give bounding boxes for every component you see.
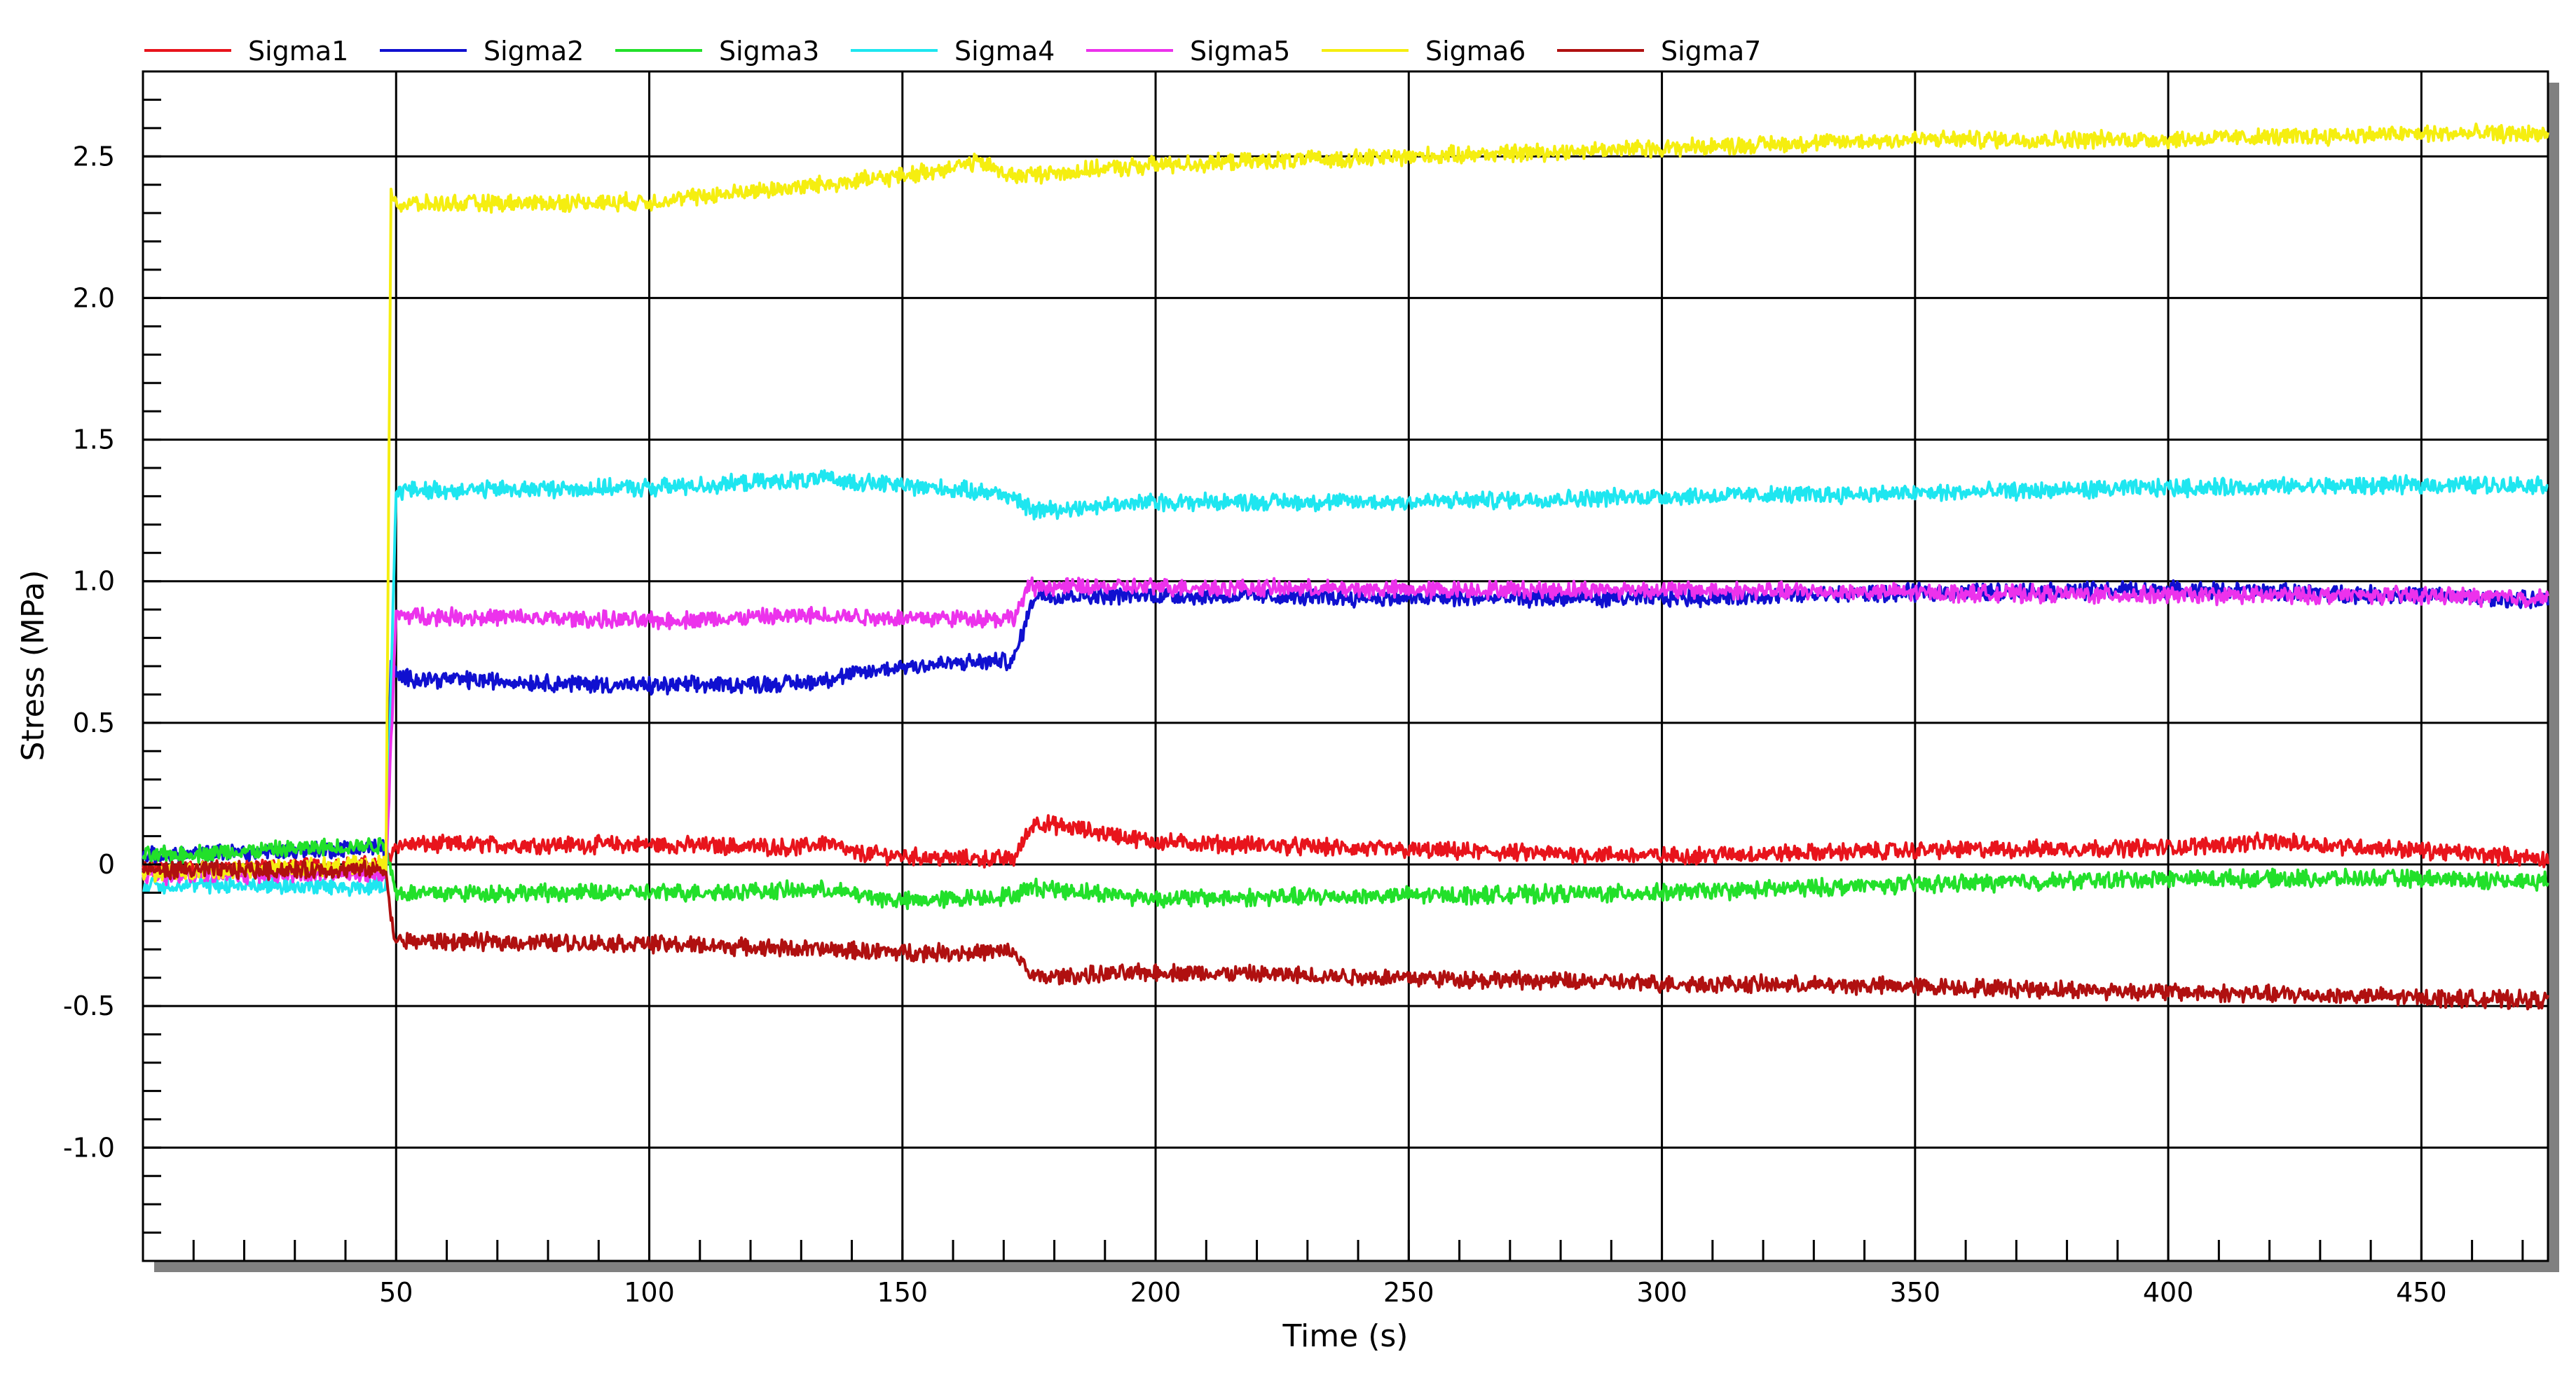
y-tick-label: 0.5 [73,708,115,738]
legend-label-sigma2: Sigma2 [484,36,584,67]
x-tick-label: 100 [624,1277,675,1308]
legend-label-sigma5: Sigma5 [1190,36,1290,67]
legend-label-sigma6: Sigma6 [1425,36,1526,67]
x-tick-label: 450 [2396,1277,2447,1308]
x-tick-label: 150 [877,1277,929,1308]
x-tick-label: 50 [379,1277,413,1308]
series-line-sigma4 [142,469,2549,897]
series-line-sigma7 [142,860,2549,1011]
y-tick-label: 2.5 [73,141,115,172]
series-line-sigma5 [142,576,2549,886]
x-tick-label: 400 [2143,1277,2194,1308]
legend-label-sigma7: Sigma7 [1661,36,1761,67]
y-tick-label: 0 [98,849,115,880]
x-tick-label: 200 [1130,1277,1181,1308]
tick-labels: 50 100 150 200 250 300 350 400 450 -1.0 -0.5 0 0.5 1.… [63,141,2447,1308]
x-tick-label: 350 [1890,1277,1941,1308]
y-tick-label: -0.5 [63,991,115,1021]
y-tick-label: 2.0 [73,282,115,313]
y-tick-label: 1.0 [73,566,115,597]
series-layer [142,122,2549,1011]
series-line-sigma6 [142,122,2549,883]
x-axis-label: Time (s) [1282,1318,1409,1354]
ticks [143,70,2524,1262]
x-tick-label: 300 [1636,1277,1687,1308]
plot-area [142,70,2549,1262]
legend-label-sigma1: Sigma1 [248,36,348,67]
y-tick-label: 1.5 [73,425,115,455]
series-line-sigma3 [142,836,2549,911]
legend-label-sigma4: Sigma4 [954,36,1055,67]
legend-label-sigma3: Sigma3 [719,36,819,67]
x-tick-label: 250 [1383,1277,1434,1308]
series-line-sigma1 [142,814,2549,878]
y-axis-label: Stress (MPa) [15,570,51,761]
series-line-sigma2 [142,579,2549,866]
legend: Sigma1 Sigma2 Sigma3 Sigma4 Sigma5 Sigma6 Sigm… [144,36,1761,67]
y-tick-label: -1.0 [63,1132,115,1163]
